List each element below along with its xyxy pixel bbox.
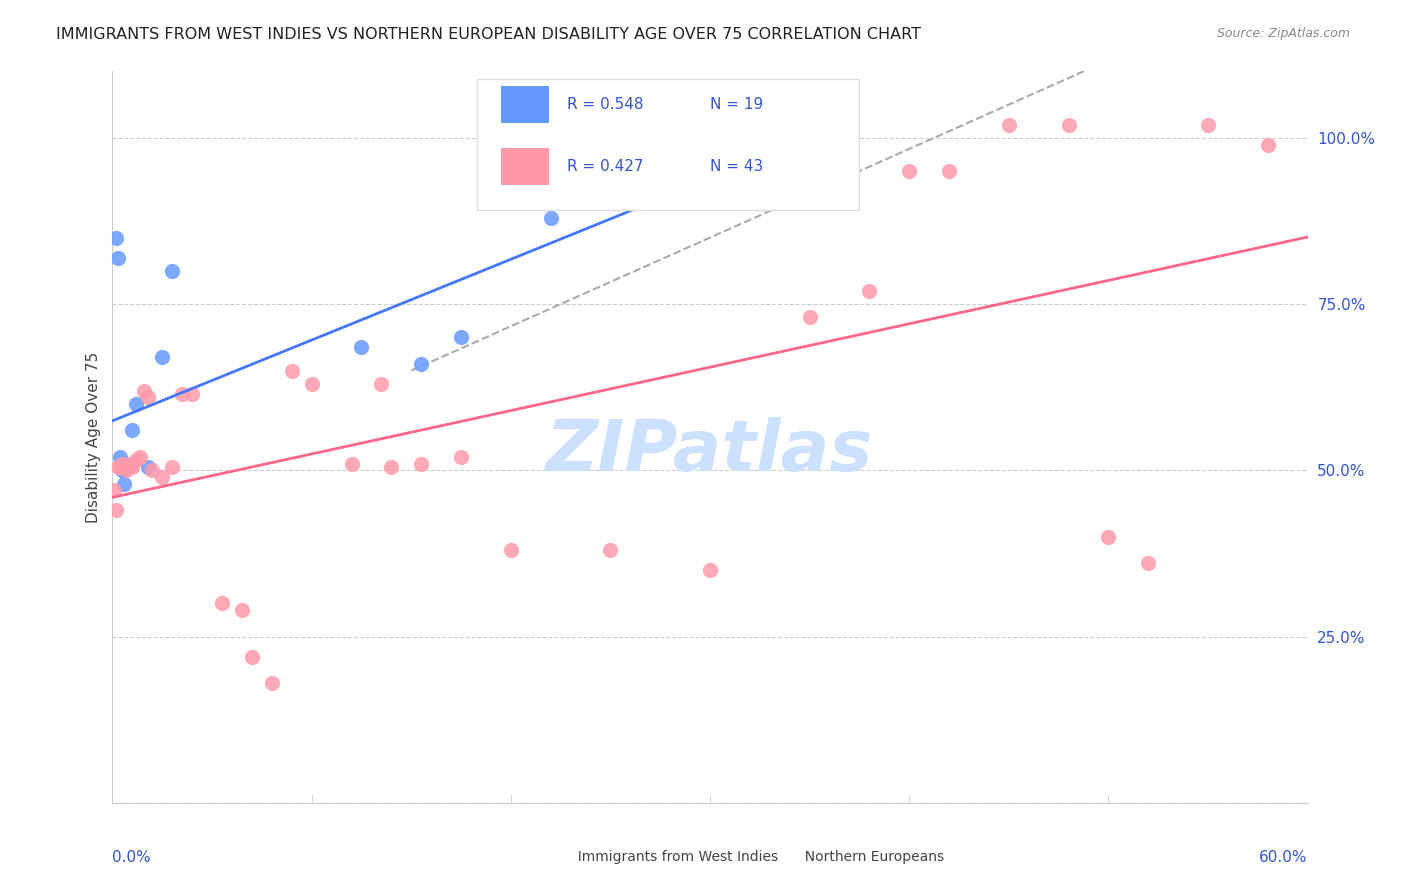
- FancyBboxPatch shape: [501, 148, 548, 185]
- Point: [110, 460, 132, 475]
- Point: [121, 424, 143, 438]
- Point: [799, 310, 821, 325]
- Point: [125, 453, 148, 467]
- Point: [111, 463, 134, 477]
- Text: Immigrants from West Indies: Immigrants from West Indies: [569, 850, 778, 864]
- Point: [450, 450, 472, 464]
- Point: [150, 351, 173, 365]
- Point: [699, 563, 721, 577]
- Point: [181, 387, 204, 401]
- Point: [858, 284, 880, 298]
- Point: [260, 676, 283, 690]
- Point: [340, 457, 363, 471]
- Point: [107, 251, 129, 265]
- Point: [898, 164, 921, 178]
- Point: [162, 460, 183, 475]
- FancyBboxPatch shape: [501, 86, 548, 122]
- Text: R = 0.548: R = 0.548: [567, 96, 643, 112]
- Point: [1257, 137, 1279, 152]
- Point: [115, 460, 138, 475]
- Text: ZIPatlas: ZIPatlas: [547, 417, 873, 486]
- Text: 60.0%: 60.0%: [1260, 850, 1308, 865]
- Point: [129, 450, 152, 464]
- Point: [138, 460, 160, 475]
- Point: [105, 503, 128, 517]
- Point: [411, 457, 433, 471]
- Text: 0.0%: 0.0%: [112, 850, 152, 865]
- Point: [107, 460, 129, 475]
- Point: [211, 596, 233, 610]
- Point: [281, 363, 304, 377]
- Text: N = 43: N = 43: [710, 159, 763, 174]
- Point: [699, 118, 721, 132]
- Point: [162, 264, 183, 278]
- Point: [125, 397, 148, 411]
- Text: R = 0.427: R = 0.427: [567, 159, 643, 174]
- Point: [301, 376, 323, 391]
- Point: [114, 460, 135, 475]
- Point: [1097, 530, 1119, 544]
- Point: [110, 450, 132, 464]
- FancyBboxPatch shape: [477, 78, 859, 211]
- Point: [1197, 118, 1219, 132]
- Point: [370, 376, 392, 391]
- Point: [350, 340, 373, 354]
- Point: [172, 387, 194, 401]
- Point: [114, 463, 135, 477]
- Point: [998, 118, 1021, 132]
- Point: [499, 543, 522, 558]
- Y-axis label: Disability Age Over 75: Disability Age Over 75: [86, 351, 101, 523]
- Text: IMMIGRANTS FROM WEST INDIES VS NORTHERN EUROPEAN DISABILITY AGE OVER 75 CORRELAT: IMMIGRANTS FROM WEST INDIES VS NORTHERN …: [56, 27, 921, 42]
- Text: Northern Europeans: Northern Europeans: [796, 850, 945, 864]
- Point: [117, 460, 139, 475]
- Point: [938, 164, 960, 178]
- Point: [138, 390, 160, 404]
- Point: [141, 463, 163, 477]
- Point: [134, 384, 156, 398]
- Point: [117, 460, 139, 475]
- FancyBboxPatch shape: [537, 847, 562, 865]
- Point: [120, 457, 142, 471]
- Point: [599, 543, 621, 558]
- Point: [231, 603, 253, 617]
- Point: [540, 211, 562, 225]
- Point: [121, 460, 143, 475]
- Point: [111, 457, 134, 471]
- Point: [411, 357, 433, 371]
- Point: [380, 460, 402, 475]
- Point: [105, 230, 128, 244]
- Point: [115, 463, 138, 477]
- Point: [111, 457, 134, 471]
- Point: [240, 649, 263, 664]
- Point: [114, 476, 135, 491]
- Point: [150, 470, 173, 484]
- Point: [450, 330, 472, 344]
- Text: Source: ZipAtlas.com: Source: ZipAtlas.com: [1216, 27, 1350, 40]
- Point: [103, 483, 125, 498]
- Point: [1137, 557, 1160, 571]
- FancyBboxPatch shape: [763, 847, 790, 865]
- Point: [1057, 118, 1080, 132]
- Text: N = 19: N = 19: [710, 96, 763, 112]
